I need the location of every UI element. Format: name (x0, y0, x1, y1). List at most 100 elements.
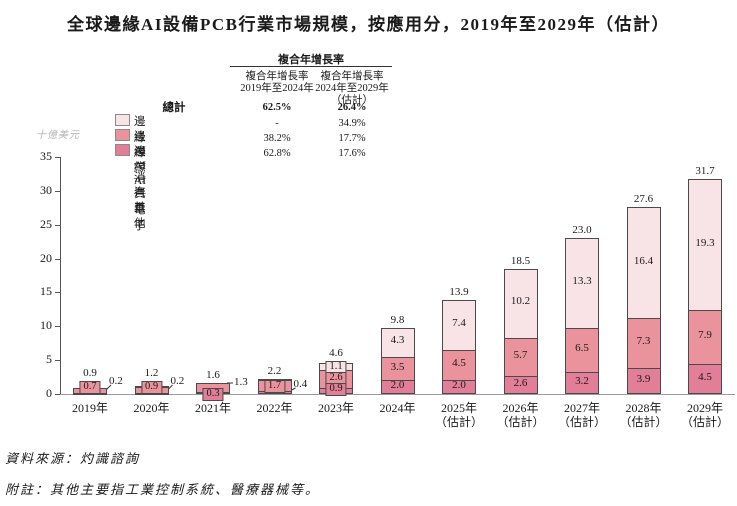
bar-segment-label: 13.3 (572, 275, 592, 288)
x-axis-tick-label: 2021年 (194, 401, 231, 415)
bar-segment-label: 6.5 (575, 342, 589, 355)
bar-segment-consumer (565, 238, 599, 330)
bar-segment-label: 16.4 (633, 254, 654, 267)
bar-segment-others (565, 372, 599, 394)
bar-value-box: 2.6 (325, 372, 347, 385)
bar-segment-label: 7.4 (452, 316, 466, 329)
bar-segment-label: 3.2 (575, 375, 589, 388)
cagr-value-col1: 38.2% (263, 133, 291, 144)
y-axis-tick-label: 30 (40, 182, 52, 197)
y-axis-tick-label: 20 (40, 250, 52, 265)
bar-leader-label: 0.4 (293, 378, 308, 390)
x-axis-tick-label: 2020年 (133, 401, 170, 415)
bar-total-label: 13.9 (449, 285, 469, 298)
bar-segment-consumer (688, 179, 722, 312)
header-line: 複合年增長率 (320, 71, 384, 82)
legend-item-label: 邊緣AI — 其他 (134, 146, 147, 230)
y-axis-line (60, 157, 61, 394)
bar-segment-consumer (503, 268, 538, 339)
x-axis-tick-label: 2027年 (563, 401, 600, 415)
x-axis-tick-label: 2029年 (686, 401, 723, 415)
y-axis-tick-label: 10 (40, 318, 52, 333)
bar-segment-consumer (626, 207, 661, 320)
bar-total-label: 2.2 (267, 365, 282, 378)
bar-segment-others (380, 380, 415, 394)
x-axis-tick-sublabel: （估計） (434, 415, 483, 429)
bar-segment-label: 2.0 (390, 379, 405, 392)
bar-total-label: 31.7 (695, 165, 715, 178)
bar-segment-auto (626, 318, 661, 369)
y-axis-tick (55, 157, 60, 158)
cagr-value-col1: - (275, 118, 279, 129)
cagr-value-col2: 17.6% (338, 148, 366, 159)
bar-value-box: 0.9 (140, 381, 163, 394)
x-axis-tick-sublabel: （估計） (496, 415, 545, 429)
y-axis-tick-label: 25 (40, 216, 52, 231)
bar-total-label: 0.9 (83, 367, 97, 379)
bar-segment-others (688, 363, 722, 394)
bar-leader-label: 1.3 (234, 376, 248, 388)
x-axis-tick-label: 2026年 (502, 401, 539, 415)
legend-swatch (115, 114, 130, 126)
bar-segment-label: 2.0 (452, 379, 466, 392)
bar-segment-label: 10.2 (510, 295, 531, 308)
bar-total-label: 1.6 (206, 369, 220, 382)
bar-value-box: 0.3 (202, 388, 224, 401)
bar-value-box: 0.9 (325, 383, 347, 396)
x-axis-line (55, 394, 735, 395)
y-axis-tick (55, 394, 60, 395)
bar-segment-label: 19.3 (695, 236, 715, 249)
legend-total-label: 總計 (162, 102, 186, 114)
y-axis-tick-label: 0 (46, 386, 52, 400)
bar-segment-others (503, 376, 538, 394)
bar-total-label: 23.0 (572, 224, 592, 237)
x-axis-tick-label: 2023年 (317, 401, 354, 415)
bar-total-label: 18.5 (510, 254, 531, 267)
bar-total-label: 27.6 (633, 193, 654, 206)
bar-segment-label: 4.5 (698, 370, 712, 383)
x-axis-tick-label: 2019年 (71, 401, 108, 415)
cagr-header-rule (230, 66, 392, 67)
bar-segment-label: 2.6 (513, 377, 528, 390)
y-axis-tick-label: 15 (40, 284, 52, 299)
y-axis-tick-label: 35 (40, 149, 52, 163)
y-axis-tick (55, 224, 60, 226)
legend-item-label: 邊緣AI — 汽車 (134, 131, 147, 215)
bar-segment-others (442, 380, 476, 394)
bar-segment-label: 3.9 (636, 372, 651, 385)
header-line: 複合年增長率 (245, 71, 309, 82)
source-note: 資料來源：灼識諮詢 (5, 451, 141, 466)
x-axis-tick-label: 2028年 (625, 401, 662, 415)
cagr-value-col1: 62.5% (262, 102, 292, 113)
legend-item-label: 邊緣AI — 消費電子 (134, 116, 147, 232)
cagr-spanner-header: 複合年增長率 (278, 54, 344, 66)
header-line: （估計） (331, 95, 373, 106)
cagr-value-col1: 62.8% (263, 148, 291, 159)
y-axis-tick (55, 292, 60, 294)
bar-value-box: 1.7 (263, 380, 286, 393)
x-axis-tick-label: 2024年 (379, 401, 416, 415)
bar-segment-label: 4.3 (390, 334, 405, 347)
bar-total-label: 9.8 (390, 313, 405, 326)
bar-segment-label: 4.5 (452, 357, 466, 370)
x-axis-tick-label: 2022年 (256, 401, 293, 415)
cagr-value-col2: 26.4% (337, 102, 367, 113)
bar-segment-label: 3.5 (390, 360, 405, 373)
cagr-col1-header: 複合年增長率 2019年至2024年 (232, 71, 322, 95)
bar-segment-label: 7.9 (698, 328, 712, 341)
footnote: 附註：其他主要指工業控制系統、醫療器械等。 (5, 482, 321, 497)
legend-swatch (115, 144, 130, 156)
cagr-col2-header: 複合年增長率 2024年至2029年 （估計） (302, 71, 402, 107)
header-line: 2019年至2024年 (240, 83, 314, 94)
x-axis-tick-sublabel: （估計） (557, 415, 606, 429)
bar-leader-label: 0.2 (170, 375, 185, 387)
bar-segment-auto (565, 328, 599, 374)
bar-leader-label: 0.2 (109, 375, 123, 387)
header-line: 2024年至2029年 (315, 83, 389, 94)
y-axis-unit-label: 十億美元 (36, 130, 80, 141)
bar-segment-consumer (380, 327, 415, 358)
y-axis-tick-label: 5 (46, 352, 52, 367)
cagr-value-col2: 17.7% (338, 133, 366, 144)
